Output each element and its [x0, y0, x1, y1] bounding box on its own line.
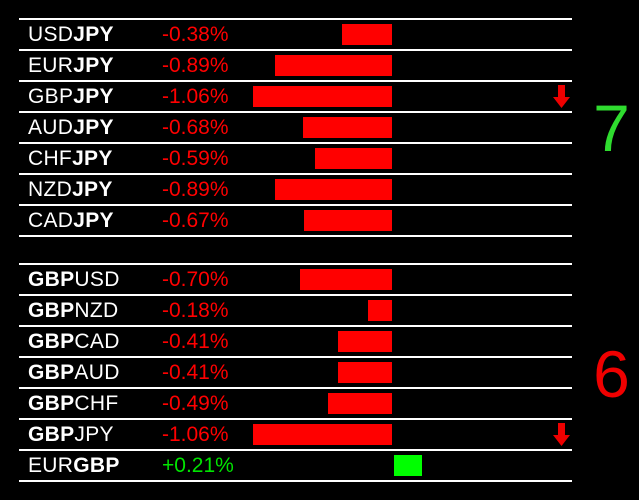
change-bar: [275, 179, 392, 200]
pair-label: GBPUSD: [28, 268, 120, 291]
pair-row: GBPAUD -0.41%: [19, 356, 572, 387]
pct-change: -0.89%: [162, 178, 229, 201]
pct-change: -0.18%: [162, 299, 229, 322]
pair-row: GBPNZD -0.18%: [19, 294, 572, 325]
pct-change: -0.38%: [162, 23, 229, 46]
pct-change: -0.68%: [162, 116, 229, 139]
pair-label: GBPAUD: [28, 361, 120, 384]
pair-row: CADJPY -0.67%: [19, 204, 572, 235]
jpy-pairs-section: USDJPY -0.38% EURJPY -0.89% GBPJPY -1.06% AUDJ…: [19, 18, 572, 237]
pct-change: -0.89%: [162, 54, 229, 77]
gbp-pairs-section: GBPUSD -0.70% GBPNZD -0.18% GBPCAD -0.41% GBPA…: [19, 263, 572, 482]
change-bar: [253, 424, 392, 445]
change-bar: [394, 455, 422, 476]
pct-change: +0.21%: [162, 454, 234, 477]
change-bar: [253, 86, 392, 107]
change-bar: [338, 331, 392, 352]
pair-label: GBPJPY: [28, 423, 114, 446]
jpy-pairs-count: 7: [593, 91, 630, 165]
pair-row: GBPUSD -0.70%: [19, 263, 572, 294]
change-bar: [338, 362, 392, 383]
pct-change: -0.49%: [162, 392, 229, 415]
pct-change: -1.06%: [162, 423, 229, 446]
pair-row: GBPCHF -0.49%: [19, 387, 572, 418]
pair-row: NZDJPY -0.89%: [19, 173, 572, 204]
pair-row: GBPJPY -1.06%: [19, 418, 572, 449]
pct-change: -1.06%: [162, 85, 229, 108]
change-bar: [304, 210, 392, 231]
change-bar: [275, 55, 392, 76]
pct-change: -0.70%: [162, 268, 229, 291]
pair-label: GBPNZD: [28, 299, 119, 322]
pair-row: GBPJPY -1.06%: [19, 80, 572, 111]
pct-change: -0.59%: [162, 147, 229, 170]
pair-row: AUDJPY -0.68%: [19, 111, 572, 142]
pct-change: -0.41%: [162, 361, 229, 384]
pct-change: -0.67%: [162, 209, 229, 232]
down-arrow-icon: [553, 423, 570, 446]
pair-label: GBPCHF: [28, 392, 119, 415]
pair-label: GBPCAD: [28, 330, 120, 353]
pair-label: CHFJPY: [28, 147, 113, 170]
pair-label: NZDJPY: [28, 178, 113, 201]
change-bar: [315, 148, 392, 169]
pair-row: EURJPY -0.89%: [19, 49, 572, 80]
pair-row: EURGBP +0.21%: [19, 449, 572, 480]
change-bar: [300, 269, 392, 290]
pair-label: CADJPY: [28, 209, 114, 232]
change-bar: [303, 117, 392, 138]
pair-label: USDJPY: [28, 23, 114, 46]
pair-row: CHFJPY -0.59%: [19, 142, 572, 173]
down-arrow-icon: [553, 85, 570, 108]
change-bar: [342, 24, 392, 45]
pair-label: EURGBP: [28, 454, 120, 477]
pct-change: -0.41%: [162, 330, 229, 353]
pair-label: GBPJPY: [28, 85, 114, 108]
pair-label: AUDJPY: [28, 116, 114, 139]
change-bar: [328, 393, 392, 414]
pair-row: USDJPY -0.38%: [19, 18, 572, 49]
change-bar: [368, 300, 392, 321]
pair-row: GBPCAD -0.41%: [19, 325, 572, 356]
pair-label: EURJPY: [28, 54, 114, 77]
gbp-pairs-count: 6: [593, 337, 630, 411]
